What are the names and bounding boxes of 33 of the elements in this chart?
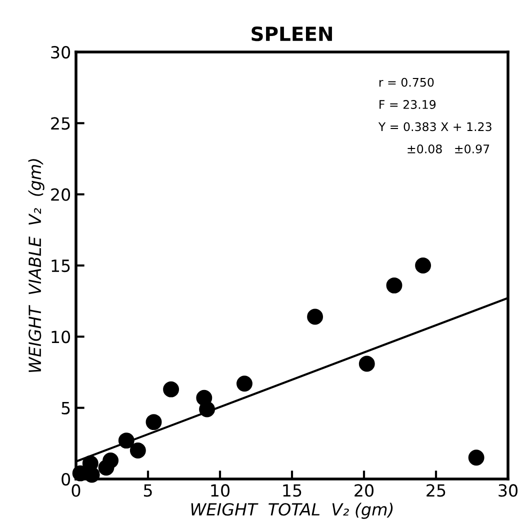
y-tick-label: 5: [62, 402, 70, 414]
point: [468, 450, 484, 466]
y-tick-label: 25: [51, 117, 70, 130]
point: [118, 432, 134, 449]
point: [98, 460, 114, 476]
x-tick-label: 0: [72, 484, 80, 497]
x-tick-label: 15: [283, 484, 302, 497]
annotation: r = 0.750: [379, 78, 434, 87]
point: [236, 376, 252, 392]
y-tick-label: 10: [52, 330, 70, 344]
point: [146, 414, 162, 430]
y-tick-label: 30: [51, 46, 70, 59]
x-tick-label: 5: [144, 484, 152, 497]
point: [307, 308, 324, 325]
x-tick-label: 10: [211, 484, 230, 497]
point: [386, 277, 402, 294]
x-tick-label: 20: [354, 484, 374, 497]
y-tick-label: 0: [62, 472, 70, 486]
point: [415, 258, 432, 274]
x-tick-label: 25: [426, 484, 446, 497]
point: [130, 442, 146, 459]
x-tick-label: 30: [498, 484, 518, 497]
point: [358, 356, 375, 372]
annotation: Y = 0.383 X + 1.23: [378, 122, 492, 132]
point: [196, 390, 212, 406]
annotation: F = 23.19: [380, 100, 436, 109]
x-axis-title: WEIGHT TOTAL V₂ (gm): [191, 502, 393, 519]
point: [163, 381, 180, 398]
y-tick-label: 20: [51, 188, 70, 201]
y-tick-label: 15: [52, 260, 70, 272]
y-axis-title: WEIGHT VIABLE V₂ (gm): [28, 159, 44, 372]
chart-title: SPLEEN: [252, 26, 332, 42]
annotation: ±0.08 ±0.97: [408, 144, 490, 154]
